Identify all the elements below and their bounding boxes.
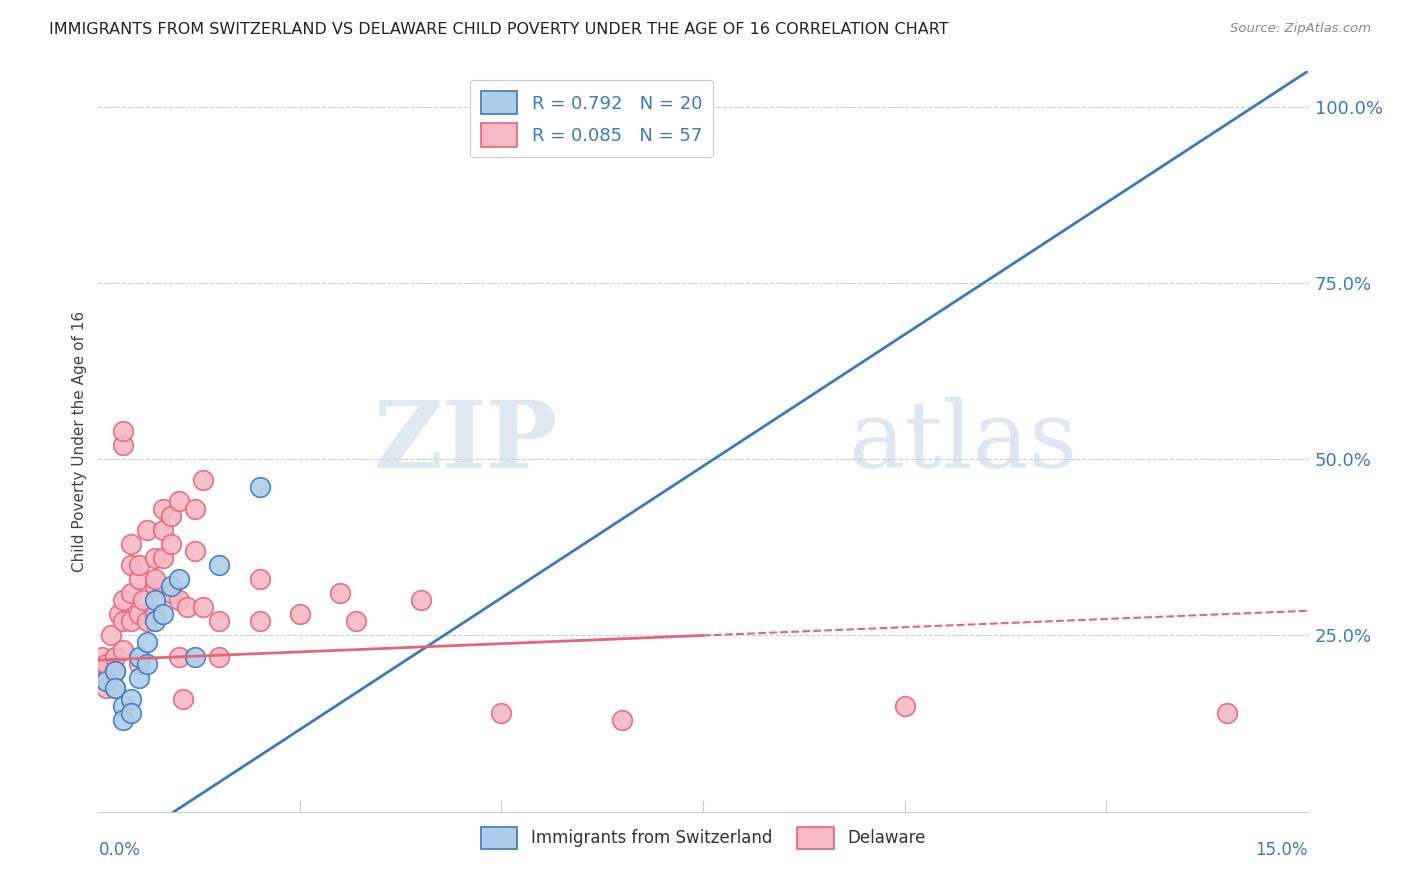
Point [111, 424, 134, 438]
Point [152, 523, 174, 537]
Point [409, 593, 432, 607]
Point [491, 706, 513, 720]
Point [152, 607, 174, 622]
Point [128, 572, 150, 586]
Point [143, 572, 166, 586]
Point [344, 615, 367, 629]
Point [143, 607, 166, 622]
Point [132, 593, 155, 607]
Point [152, 550, 174, 565]
Point [111, 615, 134, 629]
Point [143, 615, 166, 629]
Y-axis label: Child Poverty Under the Age of 16: Child Poverty Under the Age of 16 [72, 311, 87, 572]
Point [193, 473, 215, 487]
Point [111, 438, 134, 452]
Text: Source: ZipAtlas.com: Source: ZipAtlas.com [1230, 22, 1371, 36]
Point [160, 508, 183, 523]
Text: 0.0%: 0.0% [98, 841, 141, 859]
Point [128, 671, 150, 685]
Point [120, 537, 142, 551]
Point [1216, 706, 1239, 720]
Point [103, 681, 125, 696]
Point [249, 480, 271, 494]
Point [96, 671, 118, 685]
Point [90, 664, 112, 678]
Point [135, 523, 157, 537]
Point [120, 692, 142, 706]
Point [612, 713, 634, 727]
Legend: Immigrants from Switzerland, Delaware: Immigrants from Switzerland, Delaware [474, 821, 932, 855]
Point [167, 494, 190, 508]
Point [120, 706, 142, 720]
Point [91, 649, 114, 664]
Point [120, 586, 142, 600]
Point [120, 558, 142, 572]
Point [128, 558, 150, 572]
Point [167, 572, 190, 586]
Point [143, 593, 166, 607]
Point [208, 615, 231, 629]
Point [96, 674, 118, 689]
Point [135, 635, 157, 649]
Point [107, 607, 129, 622]
Point [160, 537, 183, 551]
Point [103, 664, 125, 678]
Point [111, 713, 134, 727]
Point [167, 593, 190, 607]
Point [103, 681, 125, 696]
Point [288, 607, 311, 622]
Text: atlas: atlas [848, 397, 1077, 486]
Point [184, 544, 207, 558]
Point [143, 579, 166, 593]
Point [111, 698, 134, 713]
Point [184, 649, 207, 664]
Point [160, 579, 183, 593]
Point [103, 649, 125, 664]
Point [128, 607, 150, 622]
Point [893, 698, 915, 713]
Text: IMMIGRANTS FROM SWITZERLAND VS DELAWARE CHILD POVERTY UNDER THE AGE OF 16 CORREL: IMMIGRANTS FROM SWITZERLAND VS DELAWARE … [49, 22, 949, 37]
Point [329, 586, 352, 600]
Point [152, 501, 174, 516]
Point [100, 628, 122, 642]
Point [692, 120, 714, 135]
Point [135, 657, 157, 671]
Point [208, 558, 231, 572]
Point [249, 572, 271, 586]
Point [143, 550, 166, 565]
Point [128, 657, 150, 671]
Point [160, 586, 183, 600]
Point [172, 692, 194, 706]
Point [135, 615, 157, 629]
Point [193, 600, 215, 615]
Point [111, 642, 134, 657]
Point [184, 501, 207, 516]
Point [120, 615, 142, 629]
Point [128, 649, 150, 664]
Text: 15.0%: 15.0% [1256, 841, 1308, 859]
Point [167, 649, 190, 664]
Text: ZIP: ZIP [374, 397, 558, 486]
Point [176, 600, 198, 615]
Point [111, 593, 134, 607]
Point [208, 649, 231, 664]
Point [96, 681, 118, 696]
Point [103, 664, 125, 678]
Point [249, 615, 271, 629]
Point [96, 657, 118, 671]
